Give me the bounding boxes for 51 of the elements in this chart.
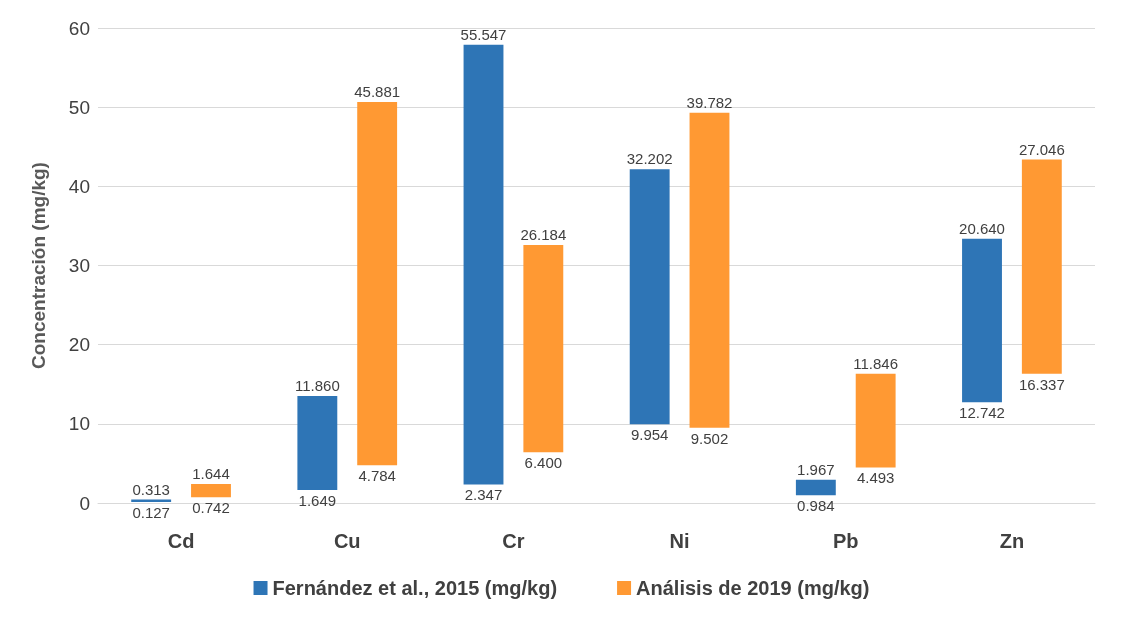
data-label: 39.782 xyxy=(686,93,733,111)
annotation: 0.984 xyxy=(797,497,835,515)
data-label: 26.184 xyxy=(520,226,567,244)
data-label: 11.860 xyxy=(294,377,340,395)
y-tick-label: 10 xyxy=(68,413,90,435)
annotation: 9.954 xyxy=(630,426,669,444)
bar xyxy=(191,484,231,498)
y-tick-label: 40 xyxy=(68,175,90,197)
legend-label: Fernández et al., 2015 (mg/kg) xyxy=(272,577,558,599)
x-tick-label: Cu xyxy=(333,530,361,552)
annotation: 16.337 xyxy=(1018,375,1065,393)
bar xyxy=(523,245,564,453)
annotation: 2.347 xyxy=(464,486,503,504)
legend-label: Análisis de 2019 (mg/kg) xyxy=(636,577,870,599)
x-tick-label: Pb xyxy=(832,530,859,552)
data-label: 45.881 xyxy=(354,82,401,100)
data-label: 32.202 xyxy=(626,150,673,168)
bar xyxy=(629,169,670,425)
bar xyxy=(1021,159,1062,374)
bar xyxy=(297,396,338,490)
bar xyxy=(463,44,504,485)
bar xyxy=(855,373,896,468)
data-label: 27.046 xyxy=(1018,140,1065,158)
data-label: 11.846 xyxy=(853,354,899,372)
data-label: 0.313 xyxy=(132,480,170,498)
annotation: 1.649 xyxy=(298,491,337,509)
x-tick-label: Zn xyxy=(999,530,1025,552)
annotation: 9.502 xyxy=(690,429,729,447)
y-tick-label: 0 xyxy=(79,492,90,514)
y-tick-label: 30 xyxy=(68,255,90,276)
annotation: 0.742 xyxy=(192,499,230,517)
y-tick-label: 50 xyxy=(68,96,90,118)
y-tick-label: 60 xyxy=(68,17,90,39)
x-tick-label: Cr xyxy=(502,530,525,552)
annotation: 4.784 xyxy=(358,467,396,485)
bar xyxy=(357,101,398,466)
annotation: 4.493 xyxy=(856,469,895,487)
data-label: 20.640 xyxy=(959,219,1005,237)
data-label: 1.967 xyxy=(797,460,835,478)
annotation: 12.742 xyxy=(959,404,1005,422)
y-tick-label: 20 xyxy=(68,334,90,356)
bar xyxy=(795,479,836,496)
y-axis-title: Concentración (mg/kg) xyxy=(28,162,49,369)
annotation: 6.400 xyxy=(524,454,563,472)
bar xyxy=(689,112,730,428)
text: 0.127 xyxy=(132,503,170,521)
data-label: 55.547 xyxy=(460,25,507,43)
x-tick-label: Cd xyxy=(167,530,195,552)
bar xyxy=(962,238,1002,403)
data-label: 1.644 xyxy=(192,465,230,483)
x-tick-label: Ni xyxy=(669,530,690,552)
